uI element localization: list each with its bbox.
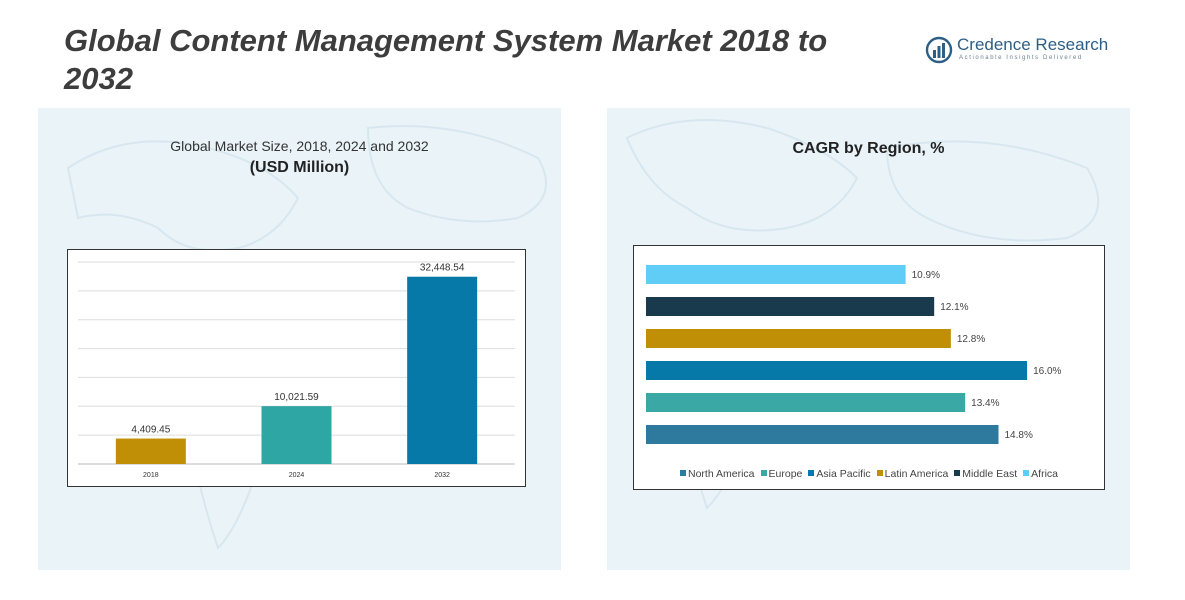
legend-item-latin-america: Latin America xyxy=(876,468,949,480)
legend-swatch xyxy=(680,470,686,476)
legend-label: Latin America xyxy=(884,468,949,480)
cagr-chart: 10.9% 12.1% 12.8% 16.0% 13.4% 14.8% North Ame… xyxy=(633,245,1105,490)
logo-mark-icon xyxy=(925,36,953,64)
bar-latin-america xyxy=(646,329,951,348)
legend-label: Asia Pacific xyxy=(816,468,871,480)
cagr-bar-chart: 10.9% 12.1% 12.8% 16.0% 13.4% 14.8% xyxy=(646,265,1062,444)
bar-africa xyxy=(646,265,906,284)
page-title: Global Content Management System Market … xyxy=(64,23,828,96)
legend-item-north-america: North America xyxy=(680,468,755,480)
bar-2024 xyxy=(261,406,332,464)
legend-swatch xyxy=(876,470,883,476)
legend-swatch xyxy=(808,470,815,476)
legend-item-asia-pacific: Asia Pacific xyxy=(808,468,871,480)
data-label-north-america: 14.8% xyxy=(1005,430,1033,441)
bar-north-america xyxy=(646,425,999,444)
x-tick-2018: 2018 xyxy=(143,472,159,479)
data-label-europe: 13.4% xyxy=(971,398,999,409)
data-label-2018: 4,409.45 xyxy=(131,425,170,436)
chart-legend: North America Europe Asia Pacific Latin Ame… xyxy=(634,468,1104,480)
bar-2032 xyxy=(407,276,478,464)
legend-swatch xyxy=(1023,470,1030,476)
data-label-middle-east: 12.1% xyxy=(940,302,968,313)
x-tick-2032: 2032 xyxy=(434,472,450,479)
data-label-2032: 32,448.54 xyxy=(420,263,465,274)
legend-item-europe: Europe xyxy=(760,468,803,480)
legend-label: Africa xyxy=(1031,468,1058,480)
legend-swatch xyxy=(954,470,961,476)
bar-asia-pacific xyxy=(646,361,1028,380)
legend-label: Europe xyxy=(768,468,803,480)
x-tick-2024: 2024 xyxy=(289,472,305,479)
data-label-2024: 10,021.59 xyxy=(274,392,319,403)
brand-name: Credence Research xyxy=(957,35,1109,54)
legend-label: North America xyxy=(688,468,755,480)
data-label-asia-pacific: 16.0% xyxy=(1033,366,1061,377)
market-size-unit: (USD Million) xyxy=(249,159,350,176)
market-size-chart: 4,409.45 2018 10,021.59 2024 32,448.54 2032 xyxy=(67,249,526,487)
bar-2018 xyxy=(115,438,186,464)
bar-middle-east xyxy=(646,297,935,316)
data-label-africa: 10.9% xyxy=(912,270,940,281)
legend-label: Middle East xyxy=(962,468,1018,480)
legend-swatch xyxy=(760,470,767,476)
bar-europe xyxy=(646,393,966,412)
legend-item-middle-east: Middle East xyxy=(954,468,1017,480)
cagr-heading: CAGR by Region, % xyxy=(792,140,945,157)
brand-tagline: Actionable Insights Delivered xyxy=(959,55,1083,61)
legend-item-africa: Africa xyxy=(1023,468,1058,480)
brand-logo[interactable]: Credence Research Actionable Insights De… xyxy=(925,34,1125,66)
data-label-latin-america: 12.8% xyxy=(957,334,985,345)
market-size-heading: Global Market Size, 2018, 2024 and 2032 xyxy=(170,138,429,154)
market-size-bar-chart: 4,409.45 2018 10,021.59 2024 32,448.54 2032 xyxy=(78,261,515,479)
